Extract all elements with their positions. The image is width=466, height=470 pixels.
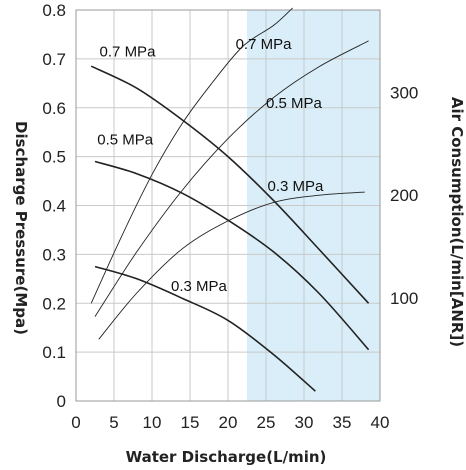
y-tick-labels: 0 0.1 0.2 0.3 0.4 0.5 0.6 0.7 0.8 [42,1,66,411]
y-tick-label: 0 [57,392,66,411]
air-curve-1 [94,40,369,317]
pressure-curve-label: 0.7 MPa [100,43,157,60]
y-tick-label: 0.6 [42,99,66,118]
y-axis-title: Discharge Pressure(Mpa) [12,121,30,335]
x-tick-label: 35 [333,413,352,432]
air-curve-label: 0.7 MPa [236,36,293,53]
pressure-curve-label: 0.3 MPa [171,278,228,295]
air-curve-0 [90,7,293,304]
x-tick-label: 20 [219,413,238,432]
y-tick-label: 0.8 [42,1,66,20]
air-curve-label: 0.3 MPa [268,178,325,195]
x-tick-label: 40 [371,413,390,432]
y2-axis-title: Air Consumption(L/min[ANR]) [448,97,466,347]
pressure-curve-0 [90,65,370,304]
pressure-curve-2 [94,265,316,392]
air-curve-label: 0.5 MPa [266,95,323,112]
x-tick-label: 0 [71,413,80,432]
x-tick-label: 15 [181,413,200,432]
y-tick-label: 0.5 [42,148,66,167]
x-tick-label: 25 [257,413,276,432]
curve-labels: 0.7 MPa 0.5 MPa 0.3 MPa 0.7 MPa 0.5 MPa 0.3 M… [97,36,324,295]
x-axis-title: Water Discharge(L/min) [126,448,327,466]
plot-border [75,9,381,402]
air-curve-2 [98,191,365,340]
y-tick-label: 0.2 [42,294,66,313]
pressure-curve-label: 0.5 MPa [97,131,154,148]
curves [90,7,370,392]
y-tick-label: 0.1 [42,343,66,362]
pressure-curve-1 [94,160,370,351]
x-tick-label: 30 [295,413,314,432]
x-tick-labels: 0 5 10 15 20 25 30 35 40 [71,413,389,432]
y-tick-label: 0.4 [42,197,66,216]
plot-frame [75,9,381,402]
y2-tick-label: 100 [390,289,418,308]
y-tick-label: 0.3 [42,245,66,264]
x-tick-label: 5 [109,413,118,432]
y2-tick-label: 300 [390,83,418,102]
y2-tick-label: 200 [390,186,418,205]
y-tick-label: 0.7 [42,50,66,69]
y2-tick-labels: 100 200 300 [390,83,418,308]
x-tick-label: 10 [143,413,162,432]
